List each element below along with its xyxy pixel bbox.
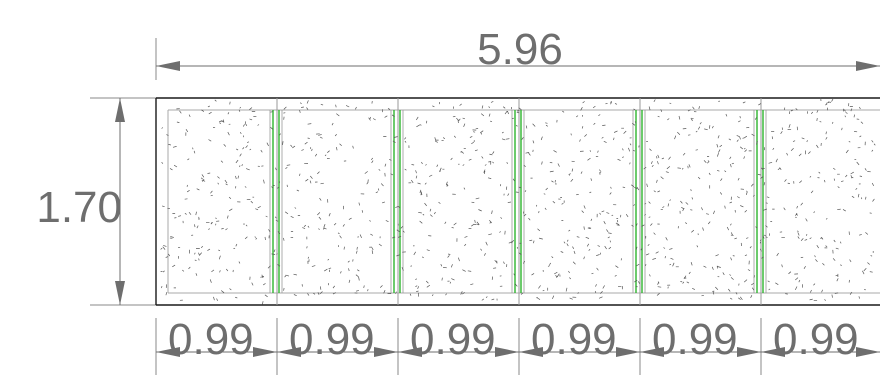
segment-label-5: 0.99 bbox=[652, 315, 738, 364]
segment-label-6: 0.99 bbox=[773, 315, 859, 364]
overall-width-dimension: 5.96 bbox=[155, 25, 880, 80]
height-label: 1.70 bbox=[36, 183, 122, 232]
overall-width-label: 5.96 bbox=[477, 25, 563, 74]
segment-dimensions: 0.99 0.99 0.99 0.99 0.99 0.99 bbox=[155, 315, 880, 375]
height-dimension: 1.70 bbox=[36, 97, 156, 306]
wall-elevation bbox=[155, 97, 880, 306]
panel-layer bbox=[269, 98, 767, 305]
concrete-stipple bbox=[160, 97, 876, 305]
segment-label-1: 0.99 bbox=[168, 315, 254, 364]
segment-label-2: 0.99 bbox=[289, 315, 375, 364]
segment-label-3: 0.99 bbox=[410, 315, 496, 364]
segment-label-4: 0.99 bbox=[531, 315, 617, 364]
stipple-marks bbox=[160, 97, 876, 305]
